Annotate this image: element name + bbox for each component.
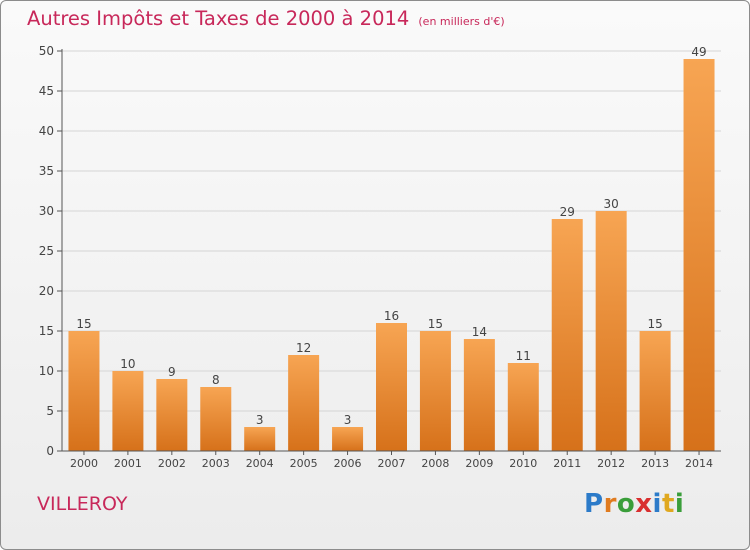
x-tick-label: 2010 [509,457,537,470]
y-tick-label: 15 [39,324,54,338]
y-tick-label: 50 [39,44,54,58]
y-tick-label: 25 [39,244,54,258]
logo-letter: i [652,489,662,519]
logo-letter: t [661,489,675,519]
x-tick-label: 2009 [465,457,493,470]
data-label: 14 [472,325,487,339]
logo-letter: r [603,489,617,519]
data-label: 15 [76,317,91,331]
data-label: 9 [168,365,176,379]
bar [551,219,583,451]
x-tick-label: 2006 [334,457,362,470]
bar [683,59,715,451]
y-tick-label: 30 [39,204,54,218]
proxiti-logo: Proxiti [584,489,684,519]
x-tick-label: 2005 [290,457,318,470]
unit-note: (en milliers d'€) [418,15,505,28]
bars: 15 10 9 8 3 12 3 16 15 14 11 29 30 15 49 [68,45,715,451]
x-tick-label: 2004 [246,457,274,470]
bar [419,331,451,451]
bar [332,427,364,451]
bar [463,339,495,451]
bar [288,355,320,451]
x-tick-label: 2002 [158,457,186,470]
y-tick-label: 20 [39,284,54,298]
bar [507,363,539,451]
logo-letter: o [616,489,636,519]
x-tick-label: 2014 [685,457,713,470]
data-label: 29 [560,205,575,219]
y-tick-label: 40 [39,124,54,138]
y-tick-label: 5 [46,404,54,418]
data-label: 3 [256,413,264,427]
data-label: 49 [691,45,706,59]
data-label: 15 [428,317,443,331]
y-tick-label: 35 [39,164,54,178]
data-label: 11 [516,349,531,363]
title-text: Autres Impôts et Taxes de 2000 à 2014 [27,7,410,30]
chart-title: Autres Impôts et Taxes de 2000 à 2014 (e… [27,7,505,30]
data-label: 8 [212,373,220,387]
bar [200,387,232,451]
data-label: 16 [384,309,399,323]
bar [639,331,671,451]
x-tick-label: 2000 [70,457,98,470]
x-tick-label: 2012 [597,457,625,470]
x-tick-label: 2013 [641,457,669,470]
x-tick-label: 2007 [378,457,406,470]
x-tick-label: 2003 [202,457,230,470]
axes: 0 5 10 15 20 25 30 35 40 45 50 2000 2001 2002 2003 2004… [39,44,721,470]
bar [244,427,276,451]
logo-letter: x [635,489,653,519]
data-label: 12 [296,341,311,355]
bar [376,323,407,451]
data-label: 10 [120,357,135,371]
logo-letter: P [584,489,604,519]
y-tick-label: 10 [39,364,54,378]
data-label: 30 [604,197,619,211]
data-label: 3 [344,413,352,427]
y-tick-label: 0 [46,444,54,458]
bar [112,371,144,451]
bar [595,211,627,451]
x-tick-label: 2001 [114,457,142,470]
y-tick-label: 45 [39,84,54,98]
bar [156,379,188,451]
x-tick-label: 2011 [553,457,581,470]
x-tick-label: 2008 [421,457,449,470]
data-label: 15 [647,317,662,331]
logo-letter: i [674,489,685,519]
bar [68,331,100,451]
commune-name: VILLEROY [37,493,128,515]
